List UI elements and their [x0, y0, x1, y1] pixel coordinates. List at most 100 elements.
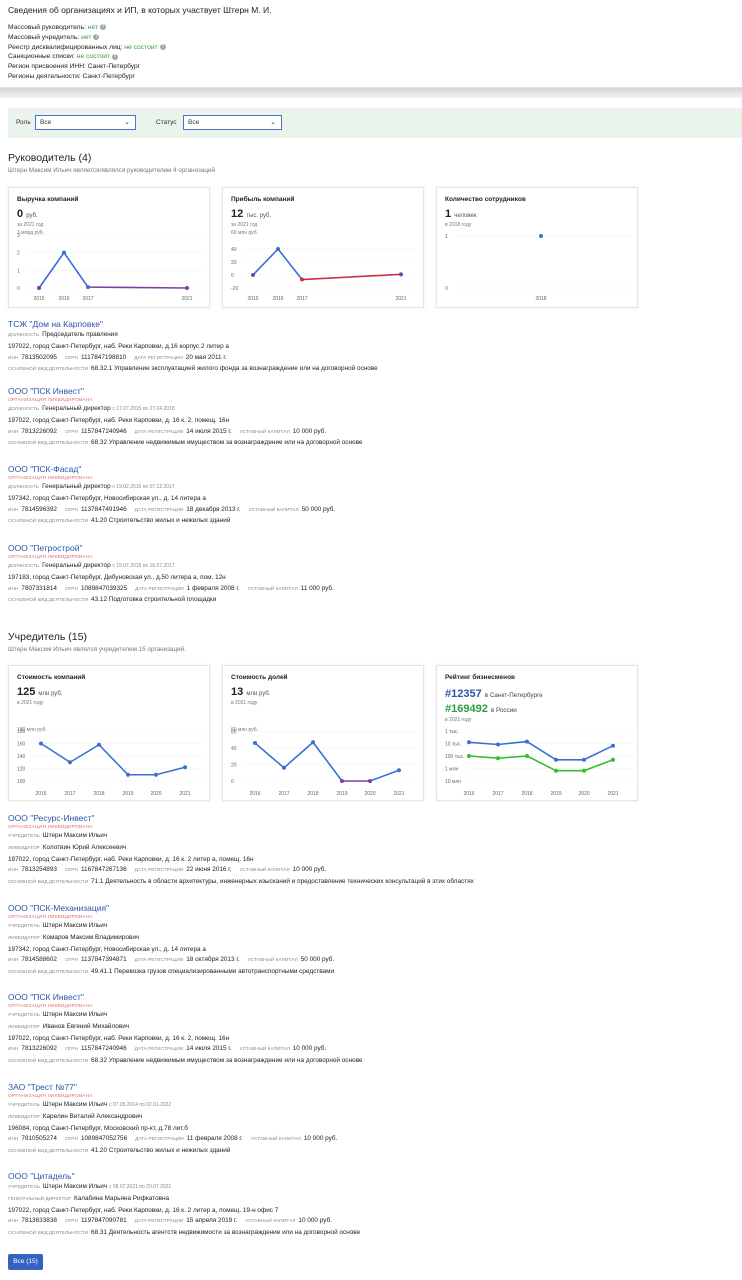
field-value: 14 июля 2015 г. [186, 427, 232, 435]
data-point [496, 742, 500, 747]
data-point [467, 754, 471, 758]
card-period: в 2021 году [17, 700, 44, 706]
status-select[interactable]: Все ⌄ [183, 115, 282, 130]
show-all-button[interactable]: Все (15) [8, 1254, 43, 1270]
org-name-link[interactable]: ТСЖ "Дом на Карповке" [8, 319, 103, 329]
field-label: инн [8, 1137, 19, 1143]
revenue-card: Выручка компаний 0 руб. за 2021 год 3 мл… [8, 187, 210, 308]
org-detail-row: ликвидатор Комаров Максим Владимирович [8, 933, 738, 945]
field-value: 1137847394871 [80, 956, 127, 964]
org-detail-row: учредитель Штерн Максим Ильич с 07.05.201… [8, 1100, 738, 1112]
org-detail-row: учредитель Штерн Максим Ильич [8, 1010, 738, 1022]
page-title: Сведения об организациях и ИП, в которых… [8, 5, 272, 15]
series-line [252, 248, 279, 276]
liquidated-badge: организация ликвидирована [8, 1004, 93, 1009]
role-label: Роль [16, 119, 31, 126]
series-line [69, 744, 100, 763]
series-line [583, 744, 614, 761]
org-name-link[interactable]: ЗАО "Трест №77" [8, 1082, 77, 1092]
x-tick-label: 2018 [307, 791, 318, 797]
field-label: дата регистрации [134, 868, 184, 874]
card-period: в 2018 году [445, 222, 472, 228]
field-label: огрн [64, 507, 78, 513]
field-label: дата регистрации [134, 507, 184, 513]
help-icon[interactable]: ? [112, 53, 118, 60]
org-detail-row: ликвидатор Карелин Виталий Александрович [8, 1112, 738, 1124]
data-point [525, 739, 529, 744]
x-tick-label: 2017 [492, 791, 503, 797]
role-select-value: Все [40, 119, 52, 126]
org-detail-row: основной вид деятельности 41.20 Строитель… [8, 516, 738, 528]
org-detail-row: основной вид деятельности 68.31 Деятельно… [8, 1228, 738, 1240]
field-label: дата регистрации [134, 958, 184, 964]
managers-heading: Руководитель (4) [8, 152, 92, 164]
org-name-link[interactable]: ООО "ПСК Инвест" [8, 386, 84, 396]
org-name-link[interactable]: ООО "Цитадель" [8, 1171, 75, 1181]
x-tick-label: 2016 [35, 791, 46, 797]
x-tick-label: 2016 [272, 296, 283, 302]
org-detail-row: инн 7813226092 огрн 1157847240946 дата регис… [8, 1044, 738, 1056]
field-value: 1 февраля 2008 г. [186, 584, 240, 592]
field-label: учредитель [8, 1185, 40, 1190]
summary-line: Санкционные списки: не состоит? [8, 53, 118, 61]
field-label: ликвидатор [8, 845, 40, 851]
org-detail-row: инн 7813502095 огрн 1117847198810 дата регис… [8, 353, 738, 365]
series-line [40, 742, 71, 763]
series-line [87, 286, 188, 289]
data-point [554, 757, 558, 762]
field-label: огрн [64, 958, 78, 964]
org-entry: ТСЖ "Дом на Карповке" должность Председате… [8, 319, 738, 376]
data-point [340, 779, 344, 783]
org-detail-row: инн 7813633838 огрн 1197847090781 дата регис… [8, 1216, 738, 1228]
help-icon[interactable]: ? [159, 43, 166, 50]
x-tick-label: 2021 [181, 296, 192, 302]
org-detail-row: инн 7814588602 огрн 1137847394871 дата регис… [8, 955, 738, 967]
series-line [526, 740, 557, 761]
org-detail-row: основной вид деятельности 41.20 Строитель… [8, 1146, 738, 1158]
org-name-link[interactable]: ООО "Ресурс-Инвест" [8, 813, 95, 823]
data-point [496, 756, 500, 761]
y-tick-label: 40 [231, 247, 237, 253]
field-value: 7813226092 [21, 1045, 57, 1053]
field-label: уставный капитал [248, 507, 299, 513]
y-tick-label: 20 [231, 260, 237, 266]
help-icon[interactable]: ? [93, 34, 100, 41]
field-label: должность [8, 485, 40, 490]
data-point [253, 741, 257, 746]
field-label: уставный капитал [247, 958, 298, 964]
org-name-link[interactable]: ООО "Петрострой" [8, 543, 83, 553]
field-value: Колотвин Юрий Алексеевич [42, 843, 127, 851]
field-label: учредитель [8, 834, 40, 839]
org-entry: ООО "ПСК Инвест" организация ликвидирован… [8, 992, 738, 1068]
org-name-link[interactable]: ООО "ПСК Инвест" [8, 992, 84, 1002]
field-value: Штерн Максим Ильич [42, 922, 108, 929]
field-label: учредитель [8, 1013, 40, 1018]
x-tick-label: 2021 [395, 296, 406, 302]
y-tick-label: 0 [445, 286, 448, 292]
org-name-link[interactable]: ООО "ПСК-Механизация" [8, 903, 110, 913]
card-value: 125 млн руб. [17, 686, 63, 698]
field-value: Иванов Евгений Михайлович [42, 1022, 130, 1030]
field-label: основной вид деятельности [8, 880, 89, 886]
card-title: Рейтинг бизнесменов [445, 674, 516, 681]
field-label: дата регистрации [134, 1047, 184, 1053]
field-label: должность [8, 333, 40, 338]
field-period: с 07.05.2014 по 02.01.2022 [108, 1102, 172, 1108]
field-label: уставный капитал [239, 868, 290, 874]
org-detail-row: ликвидатор Колотвин Юрий Алексеевич [8, 843, 738, 855]
y-tick-label: 0 [17, 286, 20, 292]
filter-bar: Роль Все ⌄ Статус Все ⌄ [8, 108, 742, 138]
role-select[interactable]: Все ⌄ [35, 115, 136, 130]
card-value: 13 млн руб. [231, 686, 271, 698]
field-value: 50 000 руб. [301, 505, 336, 513]
card-value: 0 руб. [17, 208, 38, 220]
help-icon[interactable]: ? [100, 24, 107, 31]
field-value: 196084, город Санкт-Петербург, Московски… [8, 1124, 188, 1132]
org-detail-row: 196084, город Санкт-Петербург, Московски… [8, 1124, 738, 1135]
field-label: уставный капитал [247, 586, 298, 592]
data-point [37, 286, 41, 290]
org-detail-row: инн 7807331814 огрн 1089847039325 дата регис… [8, 584, 738, 596]
x-tick-label: 2018 [535, 296, 546, 302]
field-value: 14 июля 2015 г. [186, 1045, 232, 1053]
org-name-link[interactable]: ООО "ПСК-Фасад" [8, 464, 82, 474]
